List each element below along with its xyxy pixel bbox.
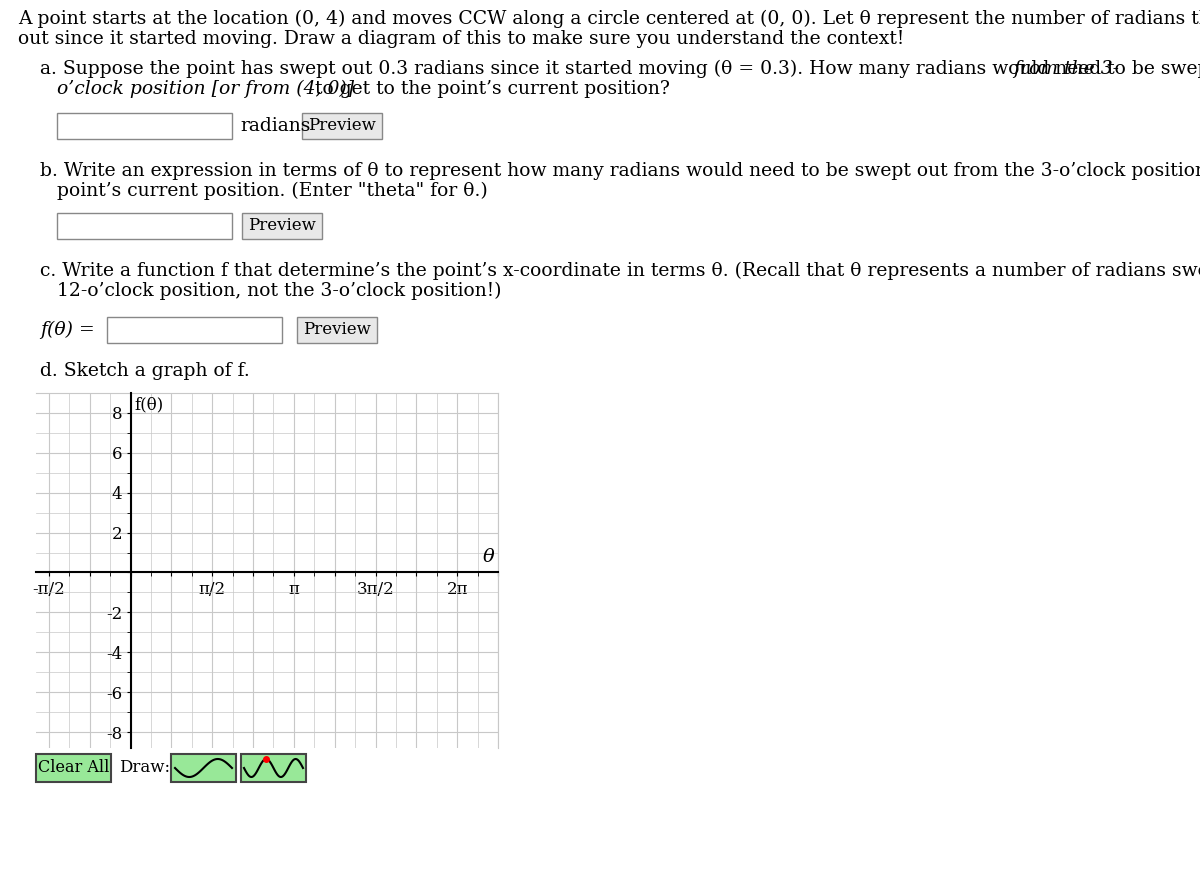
FancyBboxPatch shape bbox=[302, 113, 382, 139]
Text: to get to the point’s current position?: to get to the point’s current position? bbox=[310, 80, 670, 98]
FancyBboxPatch shape bbox=[172, 754, 236, 782]
FancyBboxPatch shape bbox=[58, 113, 232, 139]
Text: Clear All: Clear All bbox=[38, 759, 109, 776]
Text: c. Write a function f that determine’s the point’s x-coordinate in terms θ. (Rec: c. Write a function f that determine’s t… bbox=[40, 262, 1200, 280]
Text: from the 3-: from the 3- bbox=[1013, 60, 1120, 78]
Text: Draw:: Draw: bbox=[119, 759, 170, 776]
FancyBboxPatch shape bbox=[241, 754, 306, 782]
Text: out since it started moving. Draw a diagram of this to make sure you understand : out since it started moving. Draw a diag… bbox=[18, 30, 905, 48]
Text: A point starts at the location (0, 4) and moves CCW along a circle centered at (: A point starts at the location (0, 4) an… bbox=[18, 10, 1200, 28]
Text: b. Write an expression in terms of θ to represent how many radians would need to: b. Write an expression in terms of θ to … bbox=[40, 162, 1200, 180]
FancyBboxPatch shape bbox=[36, 754, 112, 782]
FancyBboxPatch shape bbox=[298, 317, 377, 343]
Text: Preview: Preview bbox=[308, 117, 376, 135]
Text: 12-o’clock position, not the 3-o’clock position!): 12-o’clock position, not the 3-o’clock p… bbox=[58, 282, 502, 300]
Text: radians: radians bbox=[240, 117, 311, 135]
Text: f(θ) =: f(θ) = bbox=[40, 321, 95, 339]
Text: o’clock position [or from (4, 0)]: o’clock position [or from (4, 0)] bbox=[58, 80, 354, 99]
Text: point’s current position. (Enter "theta" for θ.): point’s current position. (Enter "theta"… bbox=[58, 182, 487, 200]
Text: Preview: Preview bbox=[304, 322, 371, 338]
Text: a. Suppose the point has swept out 0.3 radians since it started moving (θ = 0.3): a. Suppose the point has swept out 0.3 r… bbox=[40, 60, 1200, 78]
FancyBboxPatch shape bbox=[58, 213, 232, 239]
FancyBboxPatch shape bbox=[242, 213, 322, 239]
Text: d. Sketch a graph of f.: d. Sketch a graph of f. bbox=[40, 362, 250, 380]
Text: f(θ): f(θ) bbox=[134, 396, 163, 413]
Text: θ: θ bbox=[484, 547, 494, 566]
FancyBboxPatch shape bbox=[107, 317, 282, 343]
Text: Preview: Preview bbox=[248, 218, 316, 234]
